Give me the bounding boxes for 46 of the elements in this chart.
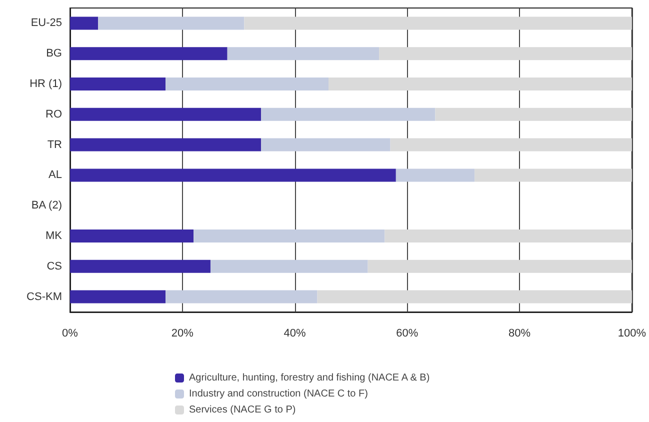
bar	[70, 138, 262, 152]
bar	[384, 230, 632, 242]
bar	[194, 230, 385, 242]
y-tick-label: RO	[46, 108, 62, 120]
bar	[70, 78, 166, 90]
bar	[70, 230, 194, 242]
bar	[70, 260, 210, 273]
bar	[210, 260, 368, 273]
bar	[261, 138, 390, 152]
y-tick-label: CS	[46, 260, 62, 272]
bar	[70, 47, 228, 60]
y-tick-label: BA (2)	[31, 200, 62, 212]
x-tick-label: 40%	[284, 328, 306, 340]
legend-label: Services (NACE G to P)	[189, 404, 296, 416]
bar	[474, 168, 632, 182]
bar	[317, 290, 632, 304]
y-tick-label: MK	[46, 230, 63, 242]
y-tick-label: EU-25	[30, 17, 62, 30]
y-tick-label: AL	[48, 169, 62, 182]
y-tick-label: HR (1)	[30, 78, 62, 90]
legend-label: Agriculture, hunting, forestry and fishing (NACE A & B)	[189, 372, 430, 384]
bar	[379, 47, 632, 60]
bar	[227, 47, 380, 60]
x-tick-label: 60%	[396, 328, 418, 340]
bar	[98, 16, 244, 30]
bar	[396, 168, 475, 182]
legend-label: Industry and construction (NACE C to F)	[189, 388, 368, 400]
bar	[244, 16, 632, 30]
bar	[261, 108, 436, 121]
y-tick-label: BG	[46, 48, 62, 60]
bar	[390, 138, 632, 152]
bar	[435, 108, 632, 121]
bar	[166, 78, 328, 90]
bar	[166, 290, 318, 304]
x-tick-label: 0%	[62, 328, 78, 340]
bar	[70, 16, 98, 30]
bar	[368, 260, 632, 273]
bar	[328, 78, 632, 90]
x-tick-label: 80%	[508, 328, 531, 340]
bar	[70, 168, 396, 182]
y-tick-label: TR	[47, 138, 62, 151]
bar	[70, 290, 166, 304]
x-tick-label: 20%	[171, 328, 194, 340]
bar	[70, 108, 262, 121]
x-tick-label: 100%	[618, 328, 646, 340]
y-tick-label: CS-KM	[26, 290, 62, 303]
